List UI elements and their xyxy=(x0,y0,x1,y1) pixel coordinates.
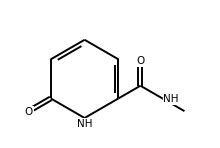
Text: NH: NH xyxy=(77,119,92,129)
Text: O: O xyxy=(25,107,33,117)
Text: O: O xyxy=(136,56,145,66)
Text: NH: NH xyxy=(163,94,179,104)
